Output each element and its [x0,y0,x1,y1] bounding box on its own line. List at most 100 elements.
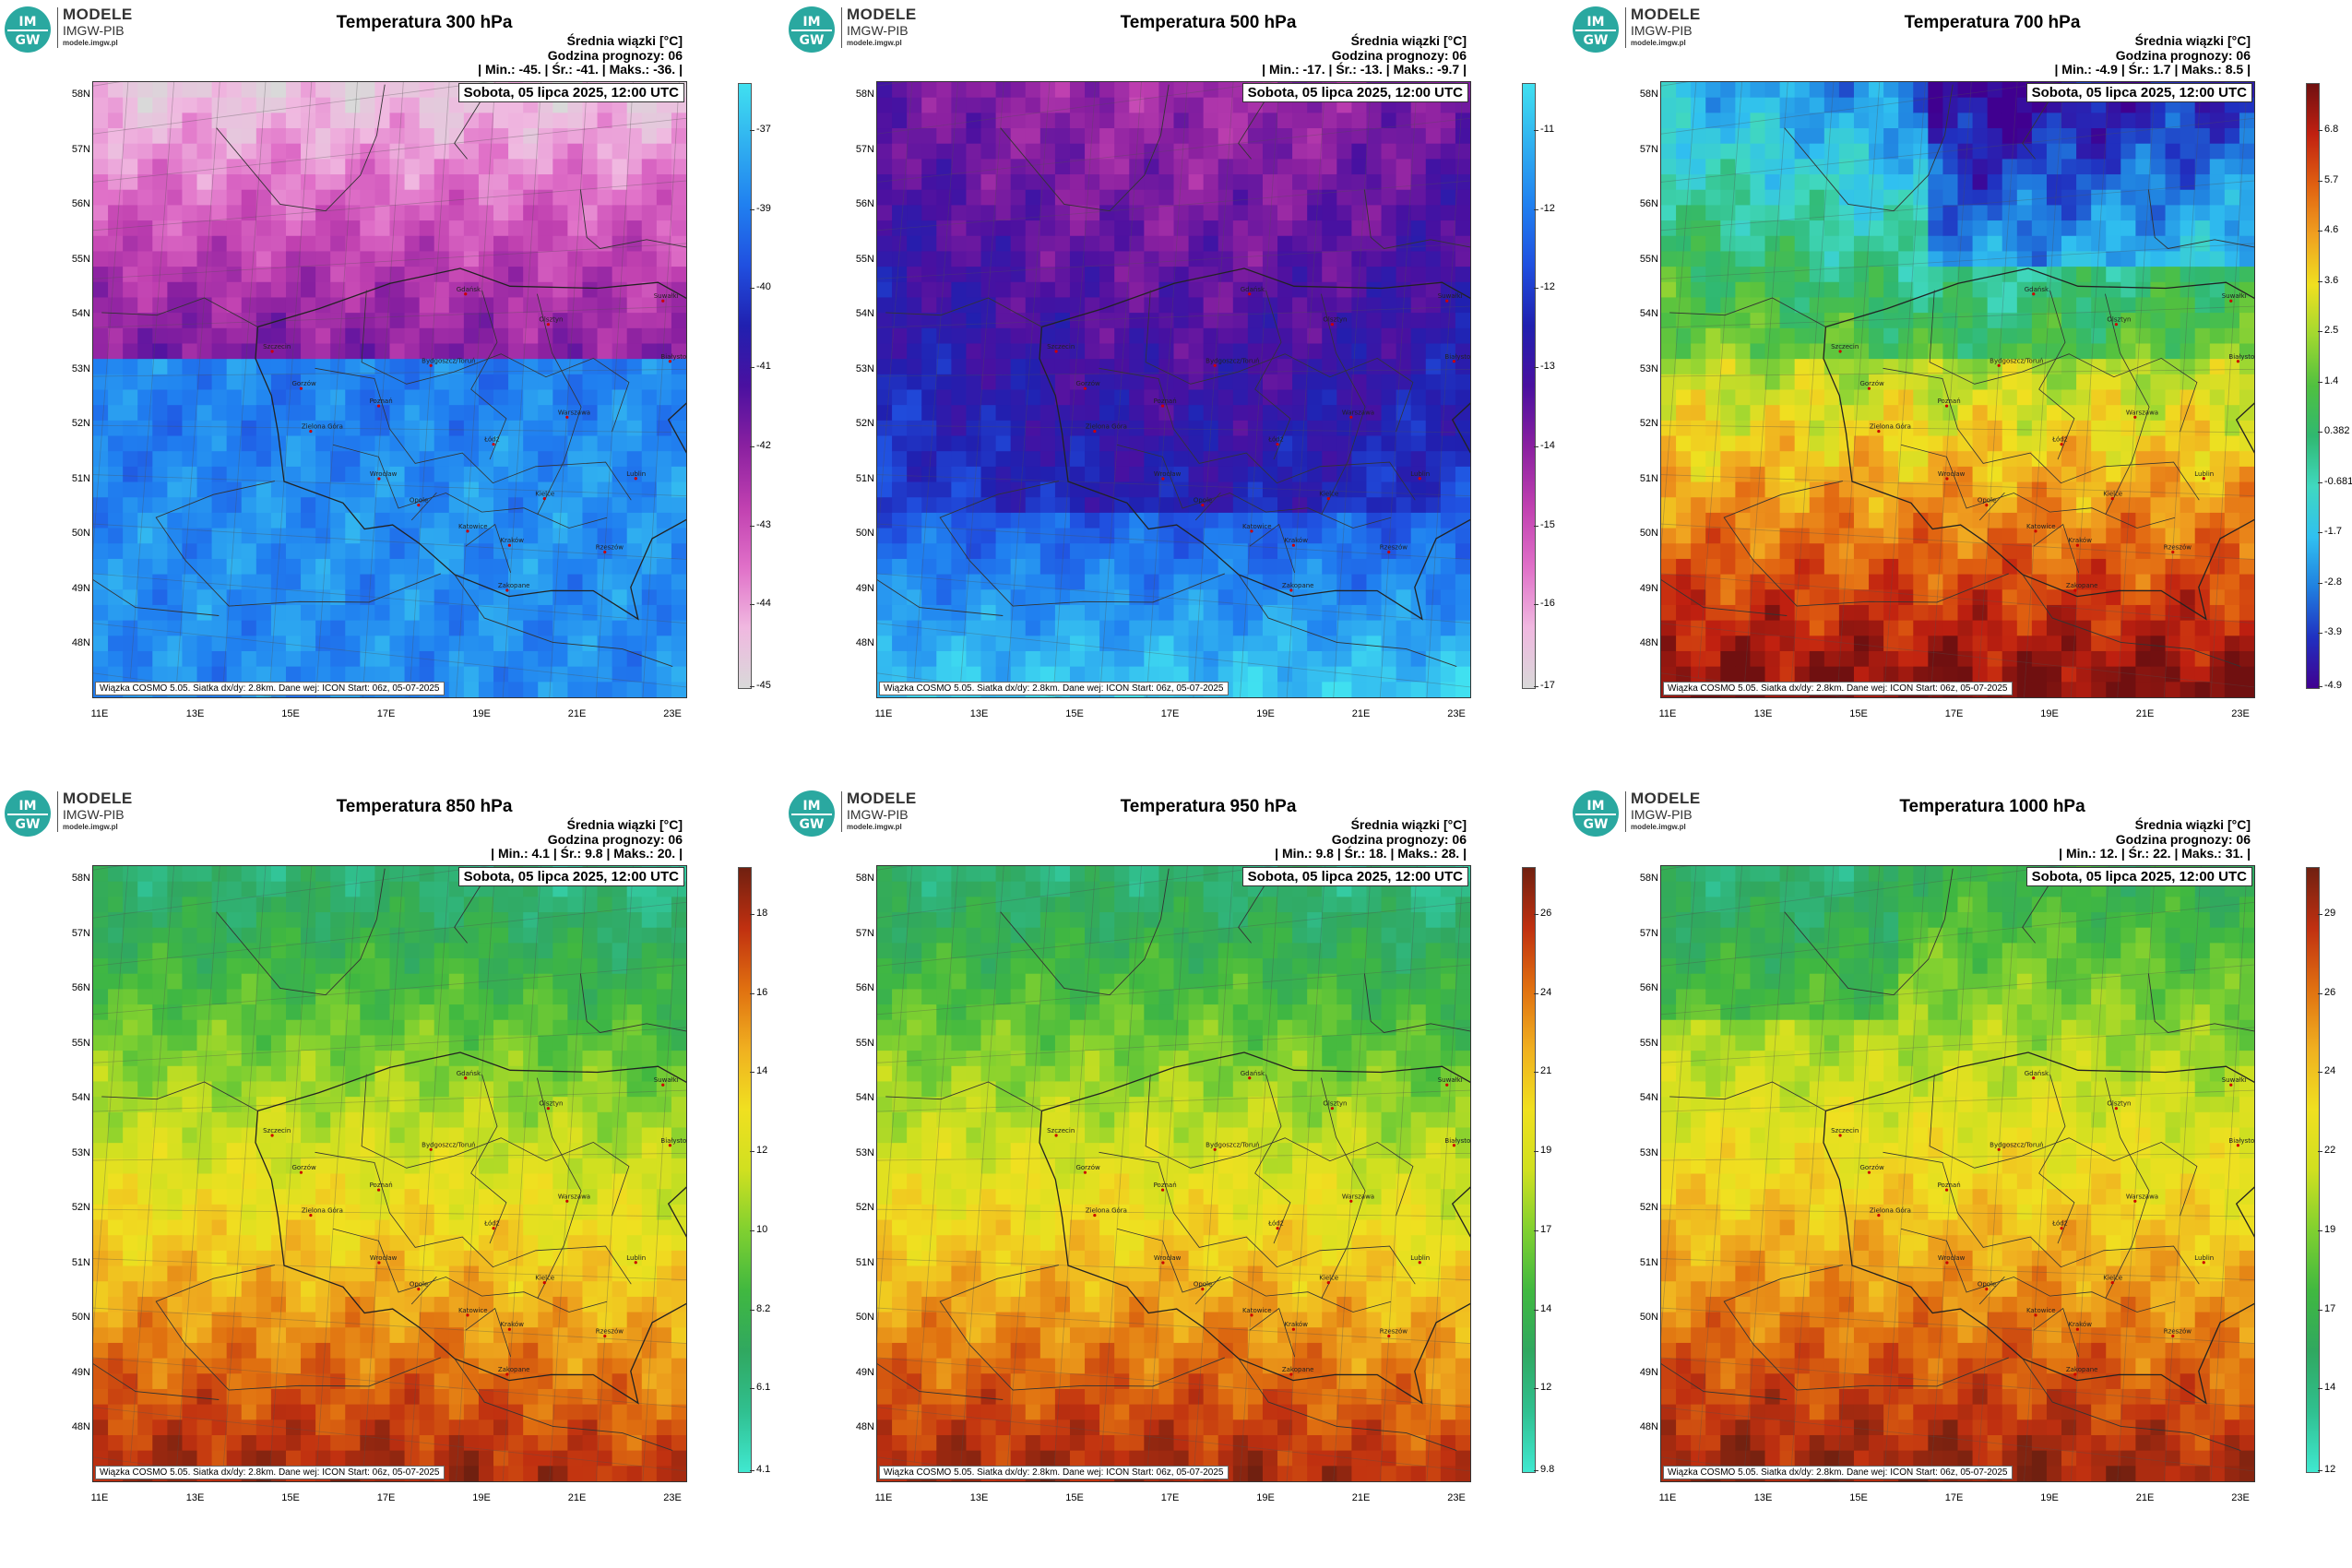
map-panel: IM GW MODELE IMGW-PIB modele.imgw.pl Tem… [0,784,784,1568]
map-area[interactable]: Gdańsk Olsztyn Suwałki Białystok Szczecin Byd… [876,865,1471,1482]
stats-label: | Min.: 12. | Śr.: 22. | Maks.: 31. | [2059,846,2251,861]
city-label: Gdańsk [457,1070,481,1077]
latitude-label: 50N [855,528,874,539]
latitude-label: 54N [855,1092,874,1103]
city-dot [1944,1188,1949,1192]
longitude-label: 19E [472,708,491,719]
latitude-label: 55N [1639,253,1658,265]
latitude-label: 58N [855,89,874,100]
svg-text:GW: GW [1584,33,1609,48]
model-info-label: Wiązka COSMO 5.05. Siatka dx/dy: 2.8km. … [1663,1466,2013,1479]
city-marker: Rzeszów [1380,1328,1408,1338]
units-label: Średnia wiązki [°C] [1350,817,1467,832]
city-dot [1997,1147,2001,1151]
map-area[interactable]: Gdańsk Olsztyn Suwałki Białystok Szczecin Byd… [876,81,1471,698]
latitude-label: 58N [71,873,90,884]
imgw-logo[interactable]: IM GW MODELE IMGW-PIB modele.imgw.pl [788,4,935,53]
city-marker: Katowice [458,1307,488,1317]
imgw-logo[interactable]: IM GW MODELE IMGW-PIB modele.imgw.pl [788,788,935,837]
latitude-label: 56N [71,982,90,993]
map-area[interactable]: Gdańsk Olsztyn Suwałki Białystok Szczecin Byd… [92,865,687,1482]
city-marker: Katowice [1242,1307,1272,1317]
colorbar-tick: -17 [1534,680,1555,691]
city-label: Łódź [2051,436,2068,444]
city-dot [1452,1144,1456,1147]
colorbar-tick: 24 [1533,986,1552,998]
imgw-logo[interactable]: IM GW MODELE IMGW-PIB modele.imgw.pl [4,788,151,837]
city-marker: Katowice [2026,523,2056,533]
city-label: Wrocław [1938,1254,1966,1262]
city-marker: Kraków [500,537,524,547]
map-panel: IM GW MODELE IMGW-PIB modele.imgw.pl Tem… [1568,0,2352,784]
valid-date-label: Sobota, 05 lipca 2025, 12:00 UTC [1241,83,1468,102]
city-dot [466,529,469,533]
logo-separator [841,7,842,48]
city-marker: Bydgoszcz/Toruń [422,1141,476,1151]
city-label: Kraków [1284,1321,1308,1328]
latitude-label: 51N [1639,472,1658,484]
imgw-logo[interactable]: IM GW MODELE IMGW-PIB modele.imgw.pl [4,4,151,53]
latitude-label: 49N [1639,582,1658,594]
longitude-label: 13E [969,708,989,719]
city-label: Białystok [2228,353,2254,361]
city-label: Warszawa [2126,409,2158,416]
map-area[interactable]: Gdańsk Olsztyn Suwałki Białystok Szczecin Byd… [1660,81,2255,698]
temperature-field: Gdańsk Olsztyn Suwałki Białystok Szczecin Byd… [93,866,686,1481]
city-label: Suwałki [2222,292,2247,300]
city-marker: Rzeszów [1380,544,1408,554]
city-marker: Wrocław [1938,1254,1966,1265]
city-label: Gdańsk [1241,286,1265,293]
city-dot [1160,1188,1165,1192]
latitude-label: 50N [1639,528,1658,539]
city-marker: Bydgoszcz/Toruń [422,357,476,367]
colorbar-tick: -41 [750,361,771,373]
latitude-label: 51N [71,472,90,484]
city-label: Katowice [1242,523,1272,530]
colorbar-tick: 1.4 [2317,374,2339,386]
map-area[interactable]: Gdańsk Olsztyn Suwałki Białystok Szczecin Byd… [92,81,687,698]
city-label: Kraków [2068,1321,2092,1328]
map-area[interactable]: Gdańsk Olsztyn Suwałki Białystok Szczecin Byd… [1660,865,2255,1482]
city-label: Zielona Góra [1870,1207,1911,1215]
city-dot [1289,588,1293,592]
city-dot [2133,415,2137,419]
logo-url: modele.imgw.pl [1631,823,1686,831]
city-label: Suwałki [654,1076,679,1084]
stats-label: | Min.: -17. | Śr.: -13. | Maks.: -9.7 | [1262,62,1467,77]
city-label: Olsztyn [1323,1100,1347,1108]
imgw-logo[interactable]: IM GW MODELE IMGW-PIB modele.imgw.pl [1572,4,1719,53]
city-label: Poznań [1154,398,1177,405]
latitude-label: 49N [855,582,874,594]
city-marker: Łódź [1267,436,1284,446]
city-label: Łódź [1267,436,1284,444]
city-label: Białystok [660,353,686,361]
city-dot [492,1227,495,1230]
longitude-label: 11E [874,708,893,719]
city-marker: Gdańsk [457,286,481,296]
city-label: Łódź [1267,1220,1284,1228]
color-scale-bar [738,867,752,1473]
city-dot [603,550,607,554]
colorbar-tick: -43 [750,518,771,530]
city-marker: Gorzów [1859,1164,1884,1174]
city-marker: Opole [410,497,428,507]
longitude-label: 23E [1447,708,1466,719]
temperature-field: Gdańsk Olsztyn Suwałki Białystok Szczecin Byd… [1661,866,2254,1481]
logo-separator [1625,7,1626,48]
city-label: Rzeszów [2164,1328,2192,1336]
city-marker: Zielona Góra [1086,423,1127,434]
city-label: Kraków [500,537,524,544]
temperature-field: Gdańsk Olsztyn Suwałki Białystok Szczecin Byd… [877,866,1470,1481]
city-marker: Olsztyn [1323,316,1347,327]
forecast-hour-label: Godzina prognozy: 06 [547,48,683,63]
svg-text:GW: GW [800,33,825,48]
forecast-hour-label: Godzina prognozy: 06 [1331,832,1467,847]
city-marker: Warszawa [1342,409,1374,419]
imgw-badge-icon: IM GW [5,6,51,53]
imgw-logo[interactable]: IM GW MODELE IMGW-PIB modele.imgw.pl [1572,788,1719,837]
map-panel: IM GW MODELE IMGW-PIB modele.imgw.pl Tem… [784,784,1568,1568]
city-label: Zakopane [2066,1366,2098,1373]
city-dot [2133,1199,2137,1203]
city-marker: Gdańsk [457,1070,481,1080]
city-label: Warszawa [2126,1193,2158,1200]
